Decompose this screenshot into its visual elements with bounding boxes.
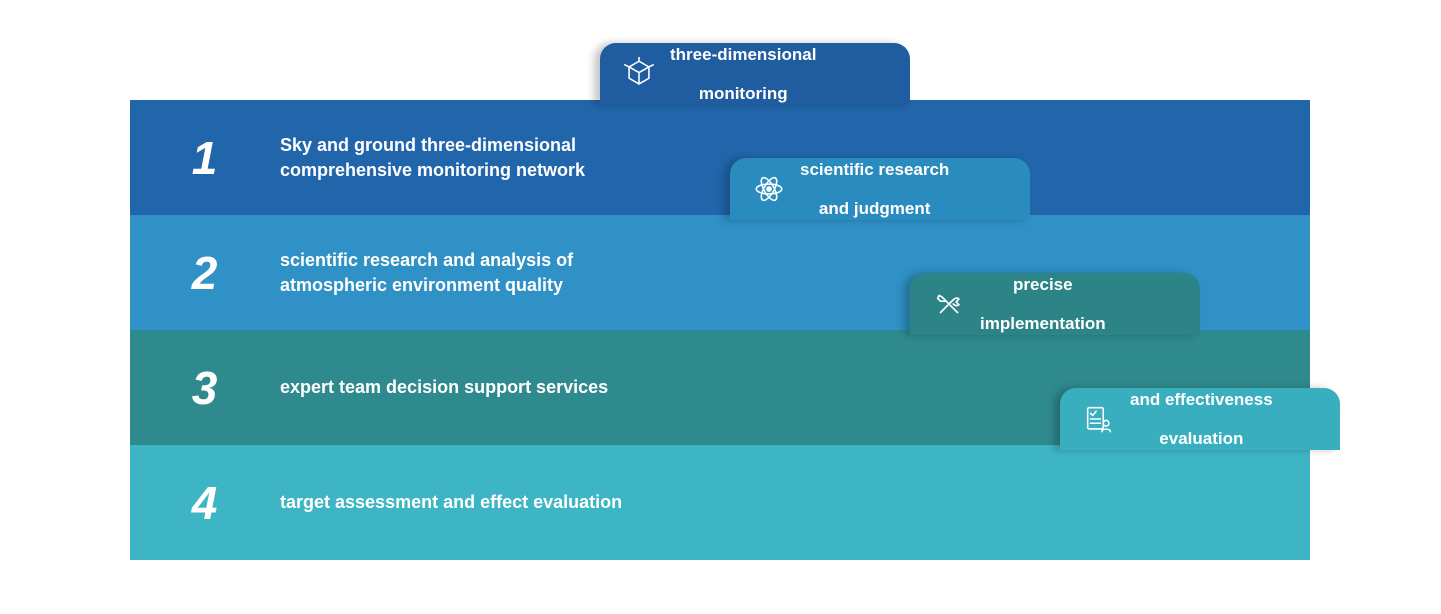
checklist-icon — [1082, 402, 1116, 436]
tab-1-label: three-dimensional monitoring — [670, 25, 816, 123]
tab-4: and effectiveness evaluation — [1060, 388, 1340, 450]
atom-icon — [752, 172, 786, 206]
infographic-stage: three-dimensional monitoring 1 Sky and g… — [0, 0, 1441, 614]
tab-1: three-dimensional monitoring — [600, 43, 910, 105]
row-1-desc: Sky and ground three-dimensional compreh… — [280, 133, 585, 182]
row-1-number: 1 — [130, 131, 280, 185]
tab-3: precise implementation — [910, 273, 1200, 335]
row-3-number: 3 — [130, 361, 280, 415]
row-2-number: 2 — [130, 246, 280, 300]
tab-3-label: precise implementation — [980, 255, 1106, 353]
row-4-number: 4 — [130, 476, 280, 530]
cube3d-icon — [622, 57, 656, 91]
row-3-desc: expert team decision support services — [280, 375, 608, 399]
tab-4-label: and effectiveness evaluation — [1130, 370, 1273, 468]
tools-icon — [932, 287, 966, 321]
row-2-desc: scientific research and analysis of atmo… — [280, 248, 573, 297]
tab-2-label: scientific research and judgment — [800, 140, 949, 238]
tab-2: scientific research and judgment — [730, 158, 1030, 220]
row-4-desc: target assessment and effect evaluation — [280, 490, 622, 514]
